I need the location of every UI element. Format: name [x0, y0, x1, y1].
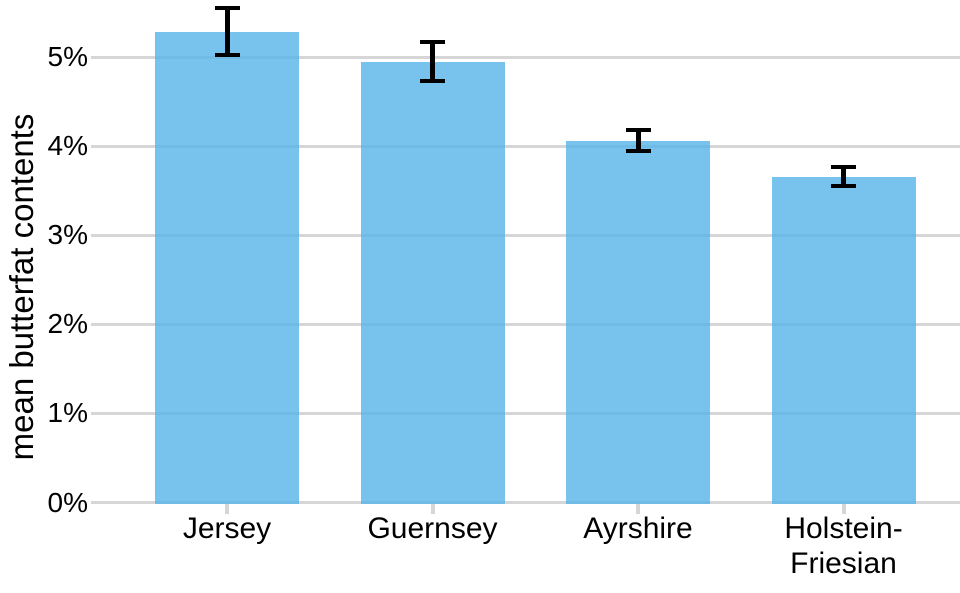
gridline — [103, 322, 960, 326]
x-axis-label-holstein-friesian: Holstein-Friesian — [784, 512, 903, 580]
gridline — [103, 55, 960, 59]
error-bar-line-guernsey — [430, 42, 435, 82]
y-tick-mark — [91, 233, 104, 237]
y-tick-label: 1% — [47, 397, 88, 429]
x-axis-label-ayrshire: Ayrshire — [583, 512, 693, 545]
y-tick-mark — [91, 501, 104, 504]
bar-holstein-friesian — [771, 176, 916, 504]
x-axis-label-jersey: Jersey — [182, 512, 272, 545]
bar-guernsey — [360, 61, 505, 504]
bar-jersey — [155, 31, 299, 504]
y-axis-title: mean butterfat contents — [3, 113, 40, 461]
y-tick-mark — [91, 55, 104, 59]
error-bar-cap-top — [625, 128, 651, 133]
error-bar-cap-top — [831, 164, 856, 169]
bar-ayrshire — [566, 141, 710, 504]
y-tick-label: 0% — [47, 486, 88, 518]
error-bar-cap-bottom — [214, 52, 240, 57]
x-tick-mark — [225, 504, 229, 514]
x-tick-mark — [636, 504, 640, 514]
error-bar-cap-top — [214, 6, 240, 11]
error-bar-line-jersey — [224, 8, 230, 55]
error-bar-cap-bottom — [831, 183, 856, 188]
x-axis-label-guernsey: Guernsey — [367, 512, 498, 545]
y-tick-mark — [91, 322, 104, 326]
y-tick-mark — [91, 411, 104, 415]
y-tick-mark — [91, 144, 104, 148]
gridline — [103, 411, 960, 415]
error-bar-cap-bottom — [420, 79, 445, 84]
gridline — [103, 144, 960, 148]
y-tick-label: 5% — [47, 41, 88, 73]
y-tick-label: 4% — [47, 130, 88, 162]
x-tick-mark — [430, 504, 435, 514]
y-tick-label: 2% — [47, 308, 88, 340]
x-tick-mark — [841, 504, 846, 514]
error-bar-cap-top — [420, 40, 445, 45]
gridline — [103, 233, 960, 237]
error-bar-line-ayrshire — [635, 130, 641, 151]
error-bar-line-holstein-friesian — [841, 166, 846, 186]
x-axis-line — [103, 501, 960, 504]
y-tick-label: 3% — [47, 219, 88, 251]
error-bar-cap-bottom — [625, 148, 651, 153]
